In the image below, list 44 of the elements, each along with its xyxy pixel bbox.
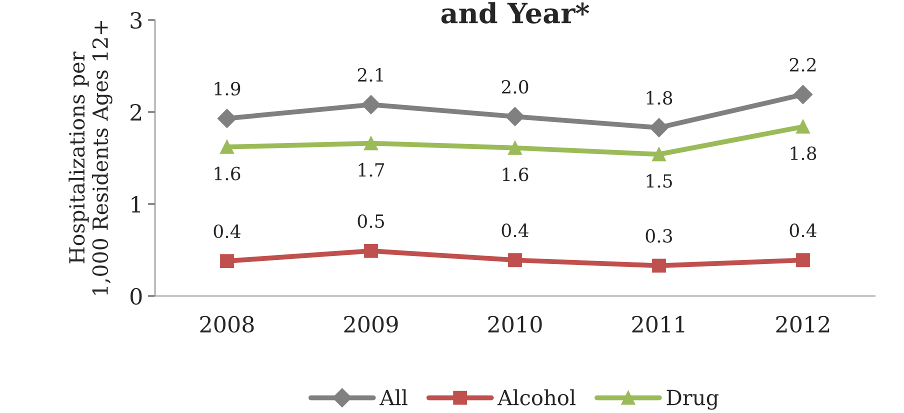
- x-tick-label: 2011: [632, 316, 684, 333]
- point: [505, 107, 525, 126]
- x-tick-label: 2008: [200, 316, 254, 333]
- legend-label: Drug: [666, 390, 719, 410]
- point: [652, 147, 666, 162]
- point: [796, 253, 810, 268]
- point: [220, 140, 234, 154]
- point: [364, 244, 378, 258]
- point: [508, 140, 522, 155]
- legend-label: All: [380, 389, 408, 406]
- legend-label: Alcohol: [497, 389, 576, 406]
- data-label: 2.2: [790, 58, 816, 72]
- data-label: 1.8: [646, 91, 672, 105]
- data-label: 0.4: [502, 224, 528, 238]
- point: [361, 95, 381, 114]
- data-label: 0.4: [790, 224, 816, 238]
- data-label: 2.1: [358, 68, 383, 82]
- data-label: 1.6: [214, 166, 240, 180]
- y-tick-label: 0: [130, 288, 142, 305]
- point: [796, 120, 810, 134]
- chart-title: and Year*: [441, 2, 590, 24]
- point: [649, 118, 669, 138]
- point: [220, 254, 234, 268]
- data-label: 1.5: [646, 174, 672, 188]
- point: [364, 136, 378, 150]
- y-axis-title: Hospitalizations per 1,000 Residents Ages 12+: [68, 21, 112, 295]
- y-tick-label: 1: [132, 196, 140, 212]
- data-label: 1.7: [358, 163, 384, 177]
- point: [652, 258, 666, 273]
- data-label: 1.9: [214, 82, 240, 96]
- data-label: 1.6: [502, 168, 528, 182]
- data-label: 0.3: [646, 229, 672, 243]
- x-tick-label: 2010: [488, 316, 542, 333]
- data-label: 2.0: [502, 80, 528, 94]
- y-tick-label: 3: [130, 12, 142, 29]
- y-tick-label: 2: [130, 104, 142, 120]
- data-label: 0.4: [214, 224, 240, 238]
- x-tick-label: 2012: [776, 316, 830, 333]
- point: [793, 84, 813, 104]
- data-label: 1.8: [790, 146, 816, 160]
- point: [508, 253, 522, 268]
- point: [217, 108, 237, 128]
- x-tick-label: 2009: [344, 316, 398, 333]
- data-label: 0.5: [358, 214, 384, 228]
